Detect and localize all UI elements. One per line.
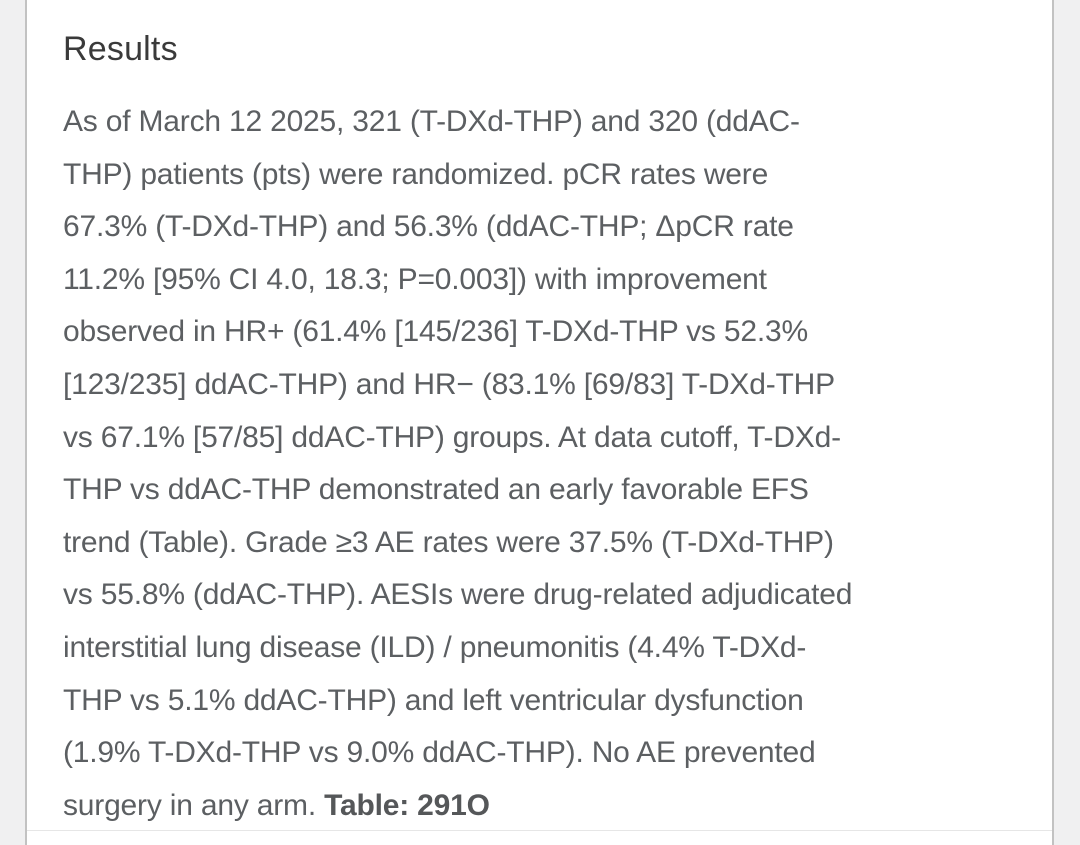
line-text: observed in HR+ (61.4% [145/236] T-DXd-T…	[63, 315, 808, 349]
line-text: As of March 12 2025, 321 (T-DXd-THP) and…	[63, 105, 800, 138]
results-paragraph: As of March 12 2025, 321 (T-DXd-THP) and…	[63, 96, 1024, 832]
paragraph-line: interstitial lung disease (ILD) / pneumo…	[63, 622, 1024, 675]
line-text: 11.2% [95% CI 4.0, 18.3; P=0.003]) with …	[63, 262, 767, 296]
line-text: interstitial lung disease (ILD) / pneumo…	[63, 630, 807, 664]
line-text: THP) patients (pts) were randomized. pCR…	[63, 157, 769, 191]
line-text: [123/235] ddAC-THP) and HR− (83.1% [69/8…	[63, 367, 835, 401]
paragraph-line: [123/235] ddAC-THP) and HR− (83.1% [69/8…	[63, 359, 1024, 412]
paragraph-line: observed in HR+ (61.4% [145/236] T-DXd-T…	[63, 306, 1024, 359]
table-ref-bold: Table: 291O	[324, 788, 490, 822]
paragraph-line: THP vs ddAC-THP demonstrated an early fa…	[63, 464, 1024, 517]
paragraph-line: vs 55.8% (ddAC-THP). AESIs were drug-rel…	[63, 569, 1024, 622]
line-text: THP vs ddAC-THP demonstrated an early fa…	[63, 473, 809, 507]
results-section-content: Results As of March 12 2025, 321 (T-DXd-…	[27, 0, 1052, 832]
paragraph-line: THP vs 5.1% ddAC-THP) and left ventricul…	[63, 675, 1024, 728]
line-text: 67.3% (T-DXd-THP) and 56.3% (ddAC-THP; Δ…	[63, 210, 794, 244]
next-section-divider	[27, 830, 1052, 831]
results-section-card: Results As of March 12 2025, 321 (T-DXd-…	[25, 0, 1054, 845]
paragraph-line: vs 67.1% [57/85] ddAC-THP) groups. At da…	[63, 412, 1024, 465]
paragraph-line: surgery in any arm. Table: 291O	[63, 780, 1024, 833]
line-text: vs 67.1% [57/85] ddAC-THP) groups. At da…	[63, 420, 841, 454]
section-heading: Results	[63, 30, 178, 68]
line-text: THP vs 5.1% ddAC-THP) and left ventricul…	[63, 683, 804, 717]
line-text: trend (Table). Grade ≥3 AE rates were 37…	[63, 525, 834, 559]
line-text: surgery in any arm.	[63, 788, 325, 822]
paragraph-line: As of March 12 2025, 321 (T-DXd-THP) and…	[63, 96, 1024, 149]
line-text: vs 55.8% (ddAC-THP). AESIs were drug-rel…	[63, 578, 853, 612]
line-text: (1.9% T-DXd-THP vs 9.0% ddAC-THP). No AE…	[63, 736, 816, 770]
paragraph-line: (1.9% T-DXd-THP vs 9.0% ddAC-THP). No AE…	[63, 727, 1024, 780]
paragraph-line: 67.3% (T-DXd-THP) and 56.3% (ddAC-THP; Δ…	[63, 201, 1024, 254]
paragraph-line: 11.2% [95% CI 4.0, 18.3; P=0.003]) with …	[63, 254, 1024, 307]
paragraph-line: trend (Table). Grade ≥3 AE rates were 37…	[63, 517, 1024, 570]
paragraph-line: THP) patients (pts) were randomized. pCR…	[63, 149, 1024, 202]
